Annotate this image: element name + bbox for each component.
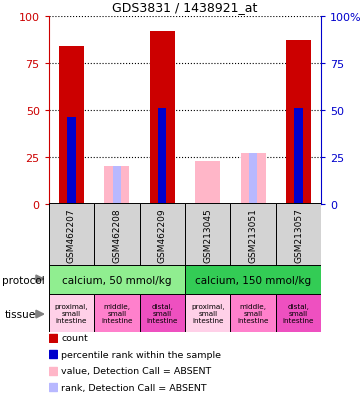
Bar xyxy=(158,109,166,204)
Text: GSM213045: GSM213045 xyxy=(203,208,212,262)
Text: distal,
small
intestine: distal, small intestine xyxy=(283,304,314,323)
Title: GDS3831 / 1438921_at: GDS3831 / 1438921_at xyxy=(112,1,258,14)
Text: GSM462208: GSM462208 xyxy=(112,208,121,262)
Bar xyxy=(241,154,266,204)
FancyBboxPatch shape xyxy=(276,294,321,332)
Bar xyxy=(49,334,57,342)
Bar xyxy=(150,31,175,204)
FancyBboxPatch shape xyxy=(185,204,230,266)
FancyBboxPatch shape xyxy=(140,204,185,266)
Bar xyxy=(49,350,57,358)
Bar xyxy=(49,367,57,375)
FancyBboxPatch shape xyxy=(230,204,276,266)
Text: percentile rank within the sample: percentile rank within the sample xyxy=(61,350,221,359)
Text: protocol: protocol xyxy=(2,275,44,285)
Text: tissue: tissue xyxy=(4,310,35,320)
FancyBboxPatch shape xyxy=(276,204,321,266)
FancyBboxPatch shape xyxy=(49,294,94,332)
Text: rank, Detection Call = ABSENT: rank, Detection Call = ABSENT xyxy=(61,383,207,392)
FancyBboxPatch shape xyxy=(230,294,276,332)
Bar xyxy=(195,161,220,204)
Bar xyxy=(286,41,311,204)
Text: middle,
small
intestine: middle, small intestine xyxy=(101,304,132,323)
Text: GSM213057: GSM213057 xyxy=(294,208,303,262)
Text: proximal,
small
intestine: proximal, small intestine xyxy=(55,304,88,323)
FancyBboxPatch shape xyxy=(140,294,185,332)
Text: GSM213051: GSM213051 xyxy=(249,208,258,262)
Text: GSM462209: GSM462209 xyxy=(158,208,167,262)
Text: calcium, 150 mmol/kg: calcium, 150 mmol/kg xyxy=(195,275,311,285)
Bar xyxy=(295,109,303,204)
FancyBboxPatch shape xyxy=(94,294,140,332)
FancyBboxPatch shape xyxy=(94,204,140,266)
Text: value, Detection Call = ABSENT: value, Detection Call = ABSENT xyxy=(61,366,212,375)
FancyBboxPatch shape xyxy=(49,266,185,295)
Bar xyxy=(104,167,129,204)
Bar xyxy=(249,154,257,204)
Bar xyxy=(59,47,84,204)
FancyBboxPatch shape xyxy=(185,266,321,295)
Bar xyxy=(49,383,57,392)
Text: distal,
small
intestine: distal, small intestine xyxy=(147,304,178,323)
Text: GSM462207: GSM462207 xyxy=(67,208,76,262)
Text: count: count xyxy=(61,333,88,342)
Text: calcium, 50 mmol/kg: calcium, 50 mmol/kg xyxy=(62,275,171,285)
Bar xyxy=(113,167,121,204)
Text: proximal,
small
intestine: proximal, small intestine xyxy=(191,304,225,323)
Text: middle,
small
intestine: middle, small intestine xyxy=(238,304,269,323)
FancyBboxPatch shape xyxy=(185,294,230,332)
FancyBboxPatch shape xyxy=(49,204,94,266)
Bar xyxy=(68,118,75,204)
